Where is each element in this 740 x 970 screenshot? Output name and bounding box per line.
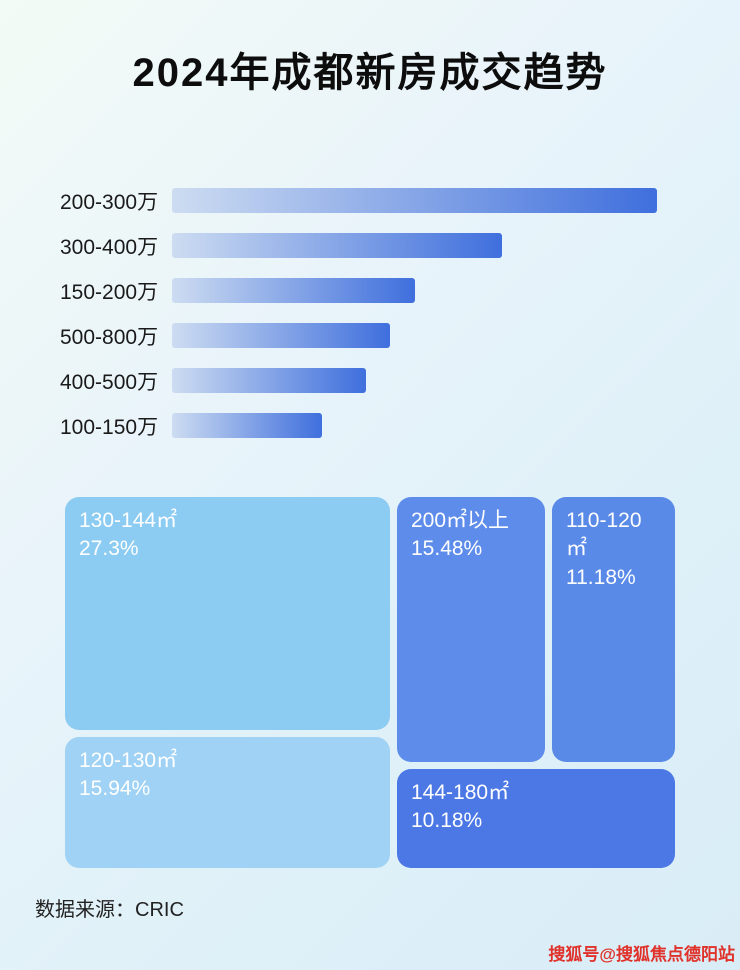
treemap-value: 15.94% (79, 777, 151, 801)
treemap-value: 10.18% (411, 809, 483, 833)
watermark-text: 搜狐号@搜狐焦点德阳站 (548, 945, 735, 964)
treemap-block-110-120: 110-120㎡ 11.18% (552, 497, 675, 762)
data-source-label: 数据来源：CRIC (35, 899, 184, 921)
price-range-bar-chart: 200-300万 300-400万 150-200万 500-800万 400-500万… (60, 178, 692, 448)
bar (172, 413, 322, 438)
bar-row: 100-150万 (60, 403, 692, 448)
bar (172, 278, 415, 303)
bar-category-label: 400-500万 (60, 370, 159, 394)
bar-category-label: 200-300万 (60, 190, 159, 214)
bar-category-label: 500-800万 (60, 325, 159, 349)
treemap-value: 27.3% (79, 537, 139, 561)
treemap-value: 11.18% (566, 565, 636, 589)
treemap-label: 110-120㎡ (566, 509, 642, 561)
bar-track (172, 413, 692, 438)
bar (172, 188, 657, 213)
bar-row: 300-400万 (60, 223, 692, 268)
treemap-block-130-144: 130-144㎡ 27.3% (65, 497, 390, 730)
bar-track (172, 323, 692, 348)
bar-category-label: 300-400万 (60, 235, 159, 259)
treemap-value: 15.48% (411, 537, 483, 561)
treemap-label: 144-180㎡ (411, 781, 510, 804)
treemap-block-120-130: 120-130㎡ 15.94% (65, 737, 390, 868)
bar-category-label: 100-150万 (60, 415, 159, 439)
treemap-label: 200㎡以上 (411, 509, 510, 532)
page-title: 2024年成都新房成交趋势 (132, 51, 608, 95)
treemap-block-200-plus: 200㎡以上 15.48% (397, 497, 545, 762)
bar-track (172, 188, 692, 213)
bar-row: 400-500万 (60, 358, 692, 403)
bar-row: 500-800万 (60, 313, 692, 358)
bar-row: 200-300万 (60, 178, 692, 223)
bar-track (172, 368, 692, 393)
bar-row: 150-200万 (60, 268, 692, 313)
area-share-treemap: 130-144㎡ 27.3% 200㎡以上 15.48% 110-120㎡ 11… (65, 497, 675, 868)
bar (172, 323, 390, 348)
bar-track (172, 233, 692, 258)
bar (172, 368, 366, 393)
treemap-label: 120-130㎡ (79, 749, 178, 772)
bar-category-label: 150-200万 (60, 280, 159, 304)
treemap-block-144-180: 144-180㎡ 10.18% (397, 769, 675, 868)
bar (172, 233, 502, 258)
bar-track (172, 278, 692, 303)
treemap-label: 130-144㎡ (79, 509, 178, 532)
